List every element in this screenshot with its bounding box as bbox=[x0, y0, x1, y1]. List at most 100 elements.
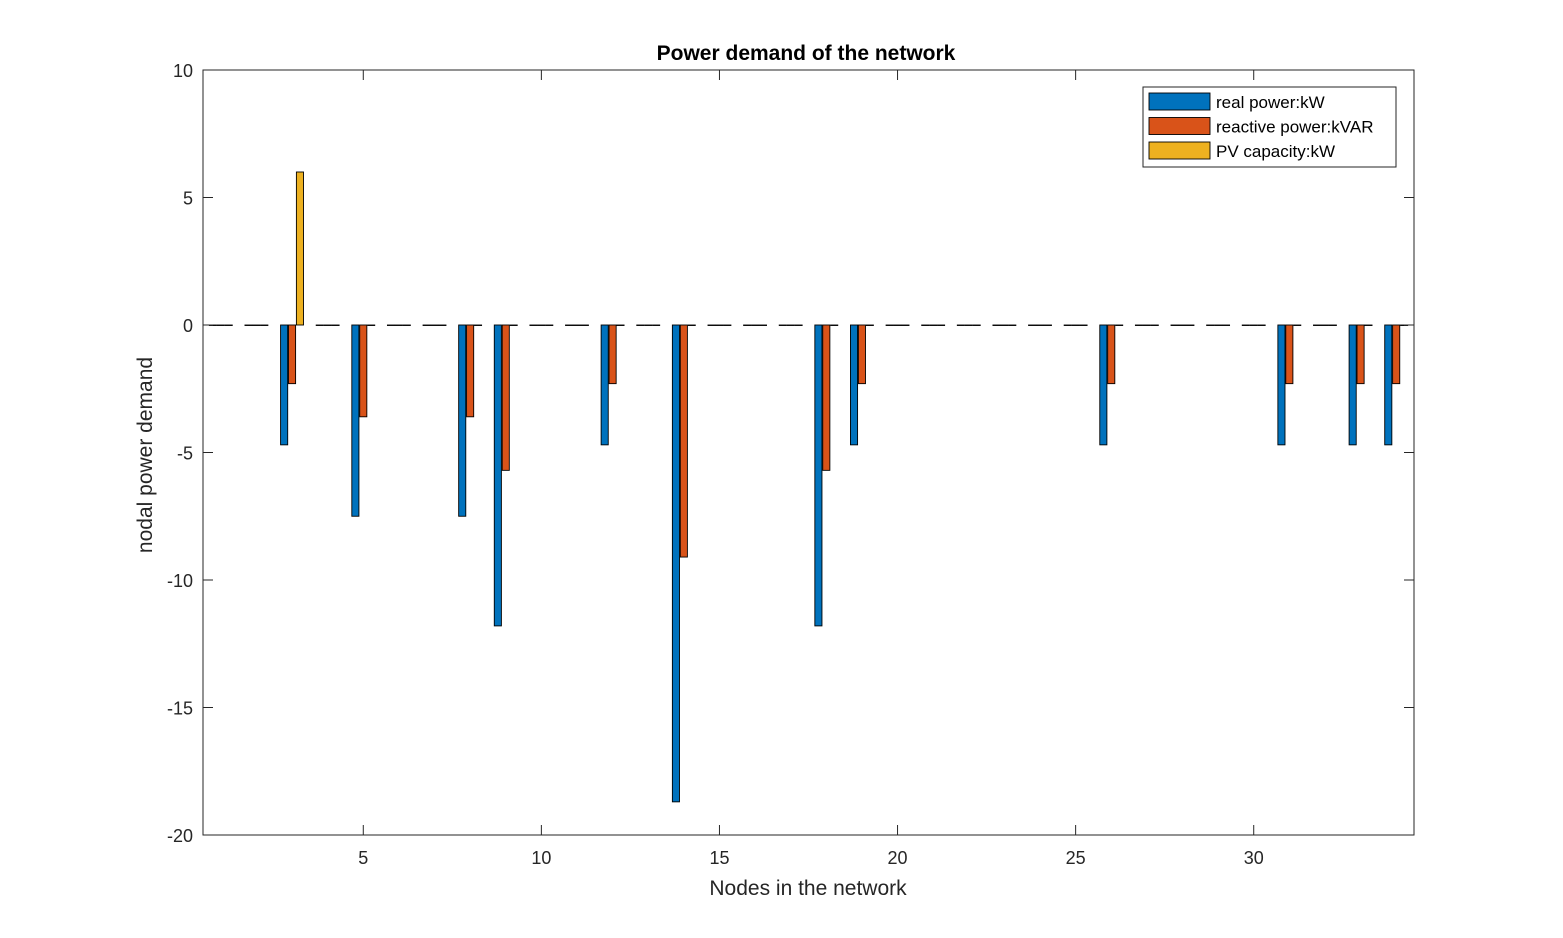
y-tick-label: 5 bbox=[183, 189, 193, 209]
bar-2-node-30 bbox=[1249, 324, 1258, 326]
bar-3-node-10 bbox=[545, 324, 554, 326]
x-tick-label: 10 bbox=[531, 848, 551, 868]
bar-2-node-6 bbox=[394, 324, 403, 326]
bar-3-node-12 bbox=[616, 324, 625, 326]
bar-2-node-15 bbox=[715, 324, 724, 326]
bar-2-node-28 bbox=[1178, 324, 1187, 326]
bar-1-node-31 bbox=[1277, 324, 1286, 446]
legend-label-2: reactive power:kVAR bbox=[1216, 118, 1373, 137]
bar-3-node-16 bbox=[758, 324, 767, 326]
bar-2-node-9 bbox=[501, 324, 510, 471]
bar-1-node-9 bbox=[493, 324, 502, 627]
bar-1-node-18 bbox=[814, 324, 823, 627]
axes-group: 5 10 15 20 25 30 -20 -15 -10 -5 0 5 10 bbox=[167, 61, 1415, 868]
bar-3-node-23 bbox=[1008, 324, 1017, 326]
bar-3-node-26 bbox=[1115, 324, 1124, 326]
bar-3-node-20 bbox=[901, 324, 910, 326]
bar-1-node-21 bbox=[921, 324, 930, 326]
bar-3-node-21 bbox=[937, 324, 946, 326]
y-tick-label: 0 bbox=[183, 316, 193, 336]
y-tick-label: -15 bbox=[167, 699, 193, 719]
bar-2-node-11 bbox=[572, 324, 581, 326]
bar-1-node-24 bbox=[1028, 324, 1037, 326]
bar-2-node-32 bbox=[1320, 324, 1329, 326]
legend: real power:kW reactive power:kVAR PV capac… bbox=[1142, 86, 1397, 168]
bar-1-node-5 bbox=[351, 324, 360, 517]
legend-label-3: PV capacity:kW bbox=[1216, 142, 1335, 161]
y-tick-label: 10 bbox=[173, 61, 193, 81]
legend-label-1: real power:kW bbox=[1216, 93, 1325, 112]
x-axis-title: Nodes in the network bbox=[709, 877, 907, 900]
bar-2-node-23 bbox=[1000, 324, 1009, 326]
legend-swatch-2 bbox=[1148, 117, 1211, 135]
bar-1-node-13 bbox=[636, 324, 645, 326]
x-tick-label: 25 bbox=[1066, 848, 1086, 868]
bar-1-node-7 bbox=[422, 324, 431, 326]
bar-2-node-24 bbox=[1035, 324, 1045, 326]
bar-2-node-20 bbox=[893, 324, 902, 326]
bar-2-node-4 bbox=[323, 324, 332, 326]
bar-1-node-34 bbox=[1384, 324, 1393, 446]
bar-3-node-1 bbox=[224, 324, 233, 326]
bar-1-node-16 bbox=[743, 324, 752, 326]
plot-area bbox=[203, 70, 1414, 835]
bar-3-node-19 bbox=[865, 324, 874, 326]
bar-3-node-17 bbox=[794, 324, 803, 326]
bar-3-node-2 bbox=[260, 324, 269, 326]
bar-1-node-20 bbox=[885, 324, 894, 326]
bar-2-node-16 bbox=[751, 324, 760, 326]
bar-2-node-14 bbox=[679, 324, 688, 558]
bar-2-node-10 bbox=[537, 324, 546, 326]
bar-1-node-22 bbox=[956, 324, 965, 326]
y-tick-label: -5 bbox=[177, 444, 193, 464]
x-tick-label: 5 bbox=[358, 848, 368, 868]
bar-1-node-32 bbox=[1313, 324, 1322, 326]
bar-3-node-29 bbox=[1221, 324, 1231, 326]
bar-3-node-13 bbox=[652, 324, 661, 326]
bar-2-node-25 bbox=[1071, 324, 1080, 326]
x-tick-label: 15 bbox=[709, 848, 729, 868]
bar-1-node-8 bbox=[458, 324, 467, 517]
bar-1-node-15 bbox=[707, 324, 716, 326]
bar-2-node-1 bbox=[216, 324, 225, 326]
bar-1-node-2 bbox=[244, 324, 253, 326]
bar-2-node-3 bbox=[288, 324, 297, 385]
bar-3-node-31 bbox=[1293, 324, 1302, 326]
y-axis-title: nodal power demand bbox=[134, 357, 157, 553]
bar-3-node-14 bbox=[687, 324, 696, 326]
bar-3-node-25 bbox=[1079, 324, 1088, 326]
bar-2-node-34 bbox=[1392, 324, 1401, 385]
y-tick-label: -20 bbox=[167, 826, 193, 846]
y-tick-label: -10 bbox=[167, 571, 193, 591]
bar-1-node-17 bbox=[778, 324, 787, 326]
bar-3-node-11 bbox=[580, 324, 589, 326]
bar-2-node-19 bbox=[857, 324, 866, 385]
bar-2-node-17 bbox=[786, 324, 795, 326]
bar-1-node-4 bbox=[315, 324, 324, 326]
bar-2-node-27 bbox=[1142, 324, 1151, 326]
bar-1-node-10 bbox=[529, 324, 538, 326]
bar-3-node-24 bbox=[1043, 324, 1052, 326]
bar-1-node-23 bbox=[992, 324, 1001, 326]
bar-1-node-29 bbox=[1206, 324, 1215, 326]
bar-3-node-3 bbox=[295, 171, 304, 326]
bar-1-node-14 bbox=[671, 324, 680, 803]
bar-3-node-8 bbox=[474, 324, 483, 326]
bar-3-node-18 bbox=[830, 324, 839, 326]
bars-group bbox=[208, 171, 1409, 803]
bar-2-node-12 bbox=[608, 324, 617, 385]
bar-1-node-6 bbox=[386, 324, 395, 326]
bar-3-node-6 bbox=[402, 324, 411, 326]
bar-1-node-11 bbox=[565, 324, 574, 326]
bar-2-node-22 bbox=[964, 324, 973, 326]
bar-2-node-5 bbox=[359, 324, 368, 418]
bar-1-node-25 bbox=[1063, 324, 1072, 326]
bar-3-node-32 bbox=[1328, 324, 1337, 326]
bar-2-node-26 bbox=[1107, 324, 1116, 385]
bar-3-node-5 bbox=[367, 324, 376, 326]
bar-3-node-4 bbox=[331, 324, 340, 326]
bar-3-node-9 bbox=[509, 324, 518, 326]
x-tick-label: 30 bbox=[1244, 848, 1264, 868]
legend-swatch-1 bbox=[1148, 92, 1211, 111]
